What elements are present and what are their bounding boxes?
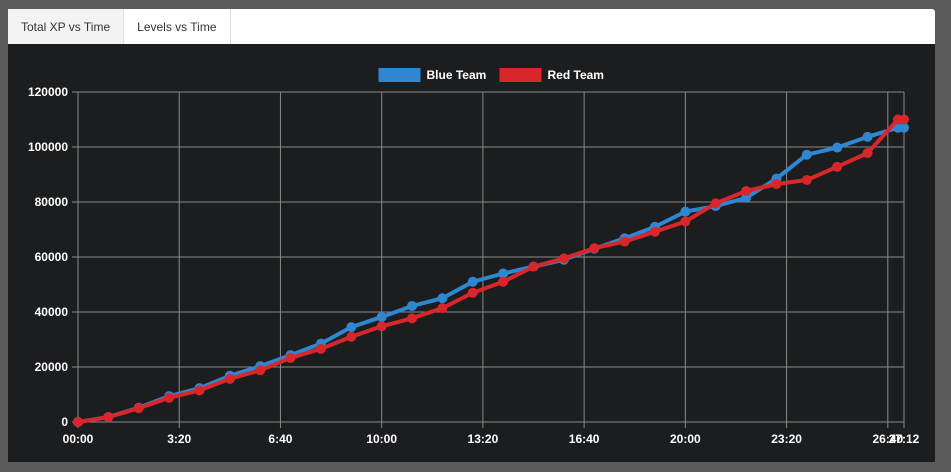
- x-tick-label: 27:12: [889, 432, 920, 446]
- data-point: [558, 253, 569, 264]
- data-point: [194, 385, 205, 396]
- x-tick-label: 20:00: [670, 432, 701, 446]
- series-line-blue-team: [77, 125, 904, 424]
- data-point: [224, 373, 235, 384]
- legend-label: Blue Team: [427, 68, 487, 82]
- data-point: [801, 175, 812, 185]
- data-point: [680, 216, 691, 227]
- chart-panel: 0 20000 40000 60000 80000 100000 120000 00:00 3:…: [8, 44, 935, 462]
- data-point: [498, 268, 509, 279]
- tab-total-xp-vs-time[interactable]: Total XP vs Time: [8, 9, 125, 44]
- y-tick-label: 80000: [35, 195, 69, 209]
- data-point: [741, 192, 752, 203]
- y-tick-label: 100000: [28, 140, 68, 154]
- data-point: [407, 300, 418, 311]
- data-point: [589, 243, 600, 254]
- y-tick-label: 60000: [35, 250, 69, 264]
- data-point: [862, 148, 873, 159]
- y-tick-label: 0: [61, 415, 68, 429]
- series-line-red-team: [77, 117, 904, 424]
- x-tick-label: 3:20: [167, 432, 191, 446]
- legend-label: Red Team: [548, 68, 604, 82]
- data-point: [619, 236, 630, 247]
- data-point: [832, 142, 843, 153]
- tab-levels-vs-time[interactable]: Levels vs Time: [124, 9, 231, 44]
- x-tick-label: 13:20: [468, 432, 499, 446]
- data-point: [801, 149, 812, 160]
- data-point: [164, 392, 175, 403]
- data-point: [899, 122, 909, 133]
- data-point: [255, 365, 266, 376]
- line-chart: 0 20000 40000 60000 80000 100000 120000 00:00 3:…: [28, 68, 920, 446]
- data-point: [346, 331, 357, 342]
- data-point: [498, 276, 509, 287]
- y-tick-label: 20000: [35, 360, 69, 374]
- data-point: [467, 276, 478, 287]
- data-point: [407, 313, 418, 324]
- data-point: [862, 131, 873, 142]
- data-point: [285, 352, 296, 363]
- data-point: [103, 412, 114, 423]
- data-point: [680, 206, 691, 217]
- data-point: [437, 303, 448, 314]
- legend-swatch: [499, 68, 542, 82]
- x-tick-label: 10:00: [366, 432, 397, 446]
- data-point: [376, 311, 387, 322]
- data-point: [437, 293, 448, 304]
- data-point: [649, 226, 660, 237]
- data-point: [528, 261, 539, 272]
- data-point: [315, 343, 326, 354]
- x-tick-label: 16:40: [569, 432, 600, 446]
- data-point: [899, 114, 909, 125]
- tab-bar: Total XP vs Time Levels vs Time: [8, 9, 935, 44]
- data-point: [771, 179, 782, 190]
- data-point: [376, 321, 387, 332]
- data-point: [467, 287, 478, 298]
- x-tick-label: 6:40: [268, 432, 292, 446]
- y-tick-label: 40000: [35, 305, 69, 319]
- x-tick-label: 23:20: [771, 432, 802, 446]
- y-tick-label: 120000: [28, 85, 68, 99]
- x-tick-label: 26:40: [872, 432, 903, 446]
- data-point: [832, 161, 843, 172]
- data-point: [741, 186, 752, 196]
- data-point: [133, 403, 144, 414]
- data-point: [710, 198, 721, 209]
- legend-swatch: [378, 68, 421, 82]
- data-point: [346, 322, 357, 333]
- x-tick-label: 00:00: [63, 432, 94, 446]
- data-point: [73, 417, 83, 427]
